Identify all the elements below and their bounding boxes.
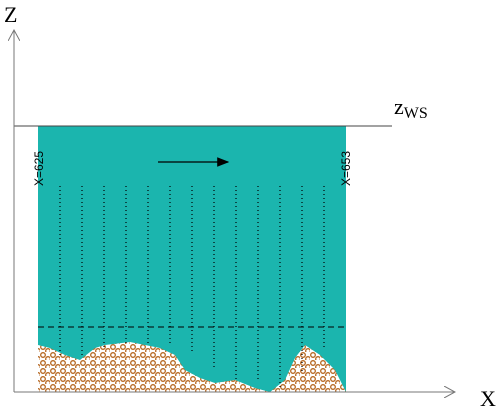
x-axis-label: X xyxy=(480,386,496,410)
water-surface-label: zWS xyxy=(394,94,428,122)
sediment-bed xyxy=(38,342,346,392)
z-axis-label: Z xyxy=(4,2,17,27)
ws-main: z xyxy=(394,94,404,119)
left-section-label: X=625 xyxy=(32,151,46,186)
ws-sub: WS xyxy=(404,105,428,122)
right-section-label: X=653 xyxy=(339,151,353,186)
